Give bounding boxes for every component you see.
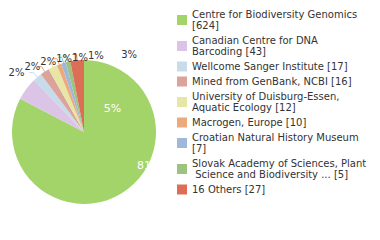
svg-text:3%: 3%	[121, 49, 137, 60]
svg-text:[624]: [624]	[192, 20, 219, 31]
svg-text:Croatian Natural History Museu: Croatian Natural History Museum	[192, 132, 362, 143]
svg-text:Wellcome Sanger Institute [17]: Wellcome Sanger Institute [17]	[192, 61, 348, 72]
svg-text:81%: 81%	[137, 159, 161, 172]
svg-text:1%: 1%	[72, 52, 88, 63]
svg-text:1%: 1%	[56, 53, 72, 64]
svg-text:5%: 5%	[104, 102, 121, 115]
svg-text:16 Others [27]: 16 Others [27]	[192, 184, 265, 195]
svg-text:2%: 2%	[24, 61, 40, 72]
svg-text:[7]: [7]	[192, 143, 206, 154]
svg-text:Canadian Centre for DNA: Canadian Centre for DNA	[192, 35, 321, 46]
svg-text:2%: 2%	[9, 67, 25, 78]
svg-text:Mined from GenBank, NCBI [16]: Mined from GenBank, NCBI [16]	[192, 76, 352, 87]
svg-text:University of Duisburg-Essen,: University of Duisburg-Essen,	[192, 91, 343, 102]
svg-text:Barcoding [43]: Barcoding [43]	[192, 46, 266, 57]
svg-text:Science and Biodiversity ... [: Science and Biodiversity ... [5]	[192, 169, 348, 180]
svg-text:1%: 1%	[88, 50, 104, 61]
svg-text:Slovak Academy of Sciences, Pl: Slovak Academy of Sciences, Plant	[192, 158, 366, 169]
svg-text:Macrogen, Europe [10]: Macrogen, Europe [10]	[192, 117, 306, 128]
svg-text:Aquatic Ecology [12]: Aquatic Ecology [12]	[192, 102, 296, 113]
svg-text:Centre for Biodiversity Genomi: Centre for Biodiversity Genomics	[192, 9, 360, 20]
svg-text:2%: 2%	[40, 56, 56, 67]
